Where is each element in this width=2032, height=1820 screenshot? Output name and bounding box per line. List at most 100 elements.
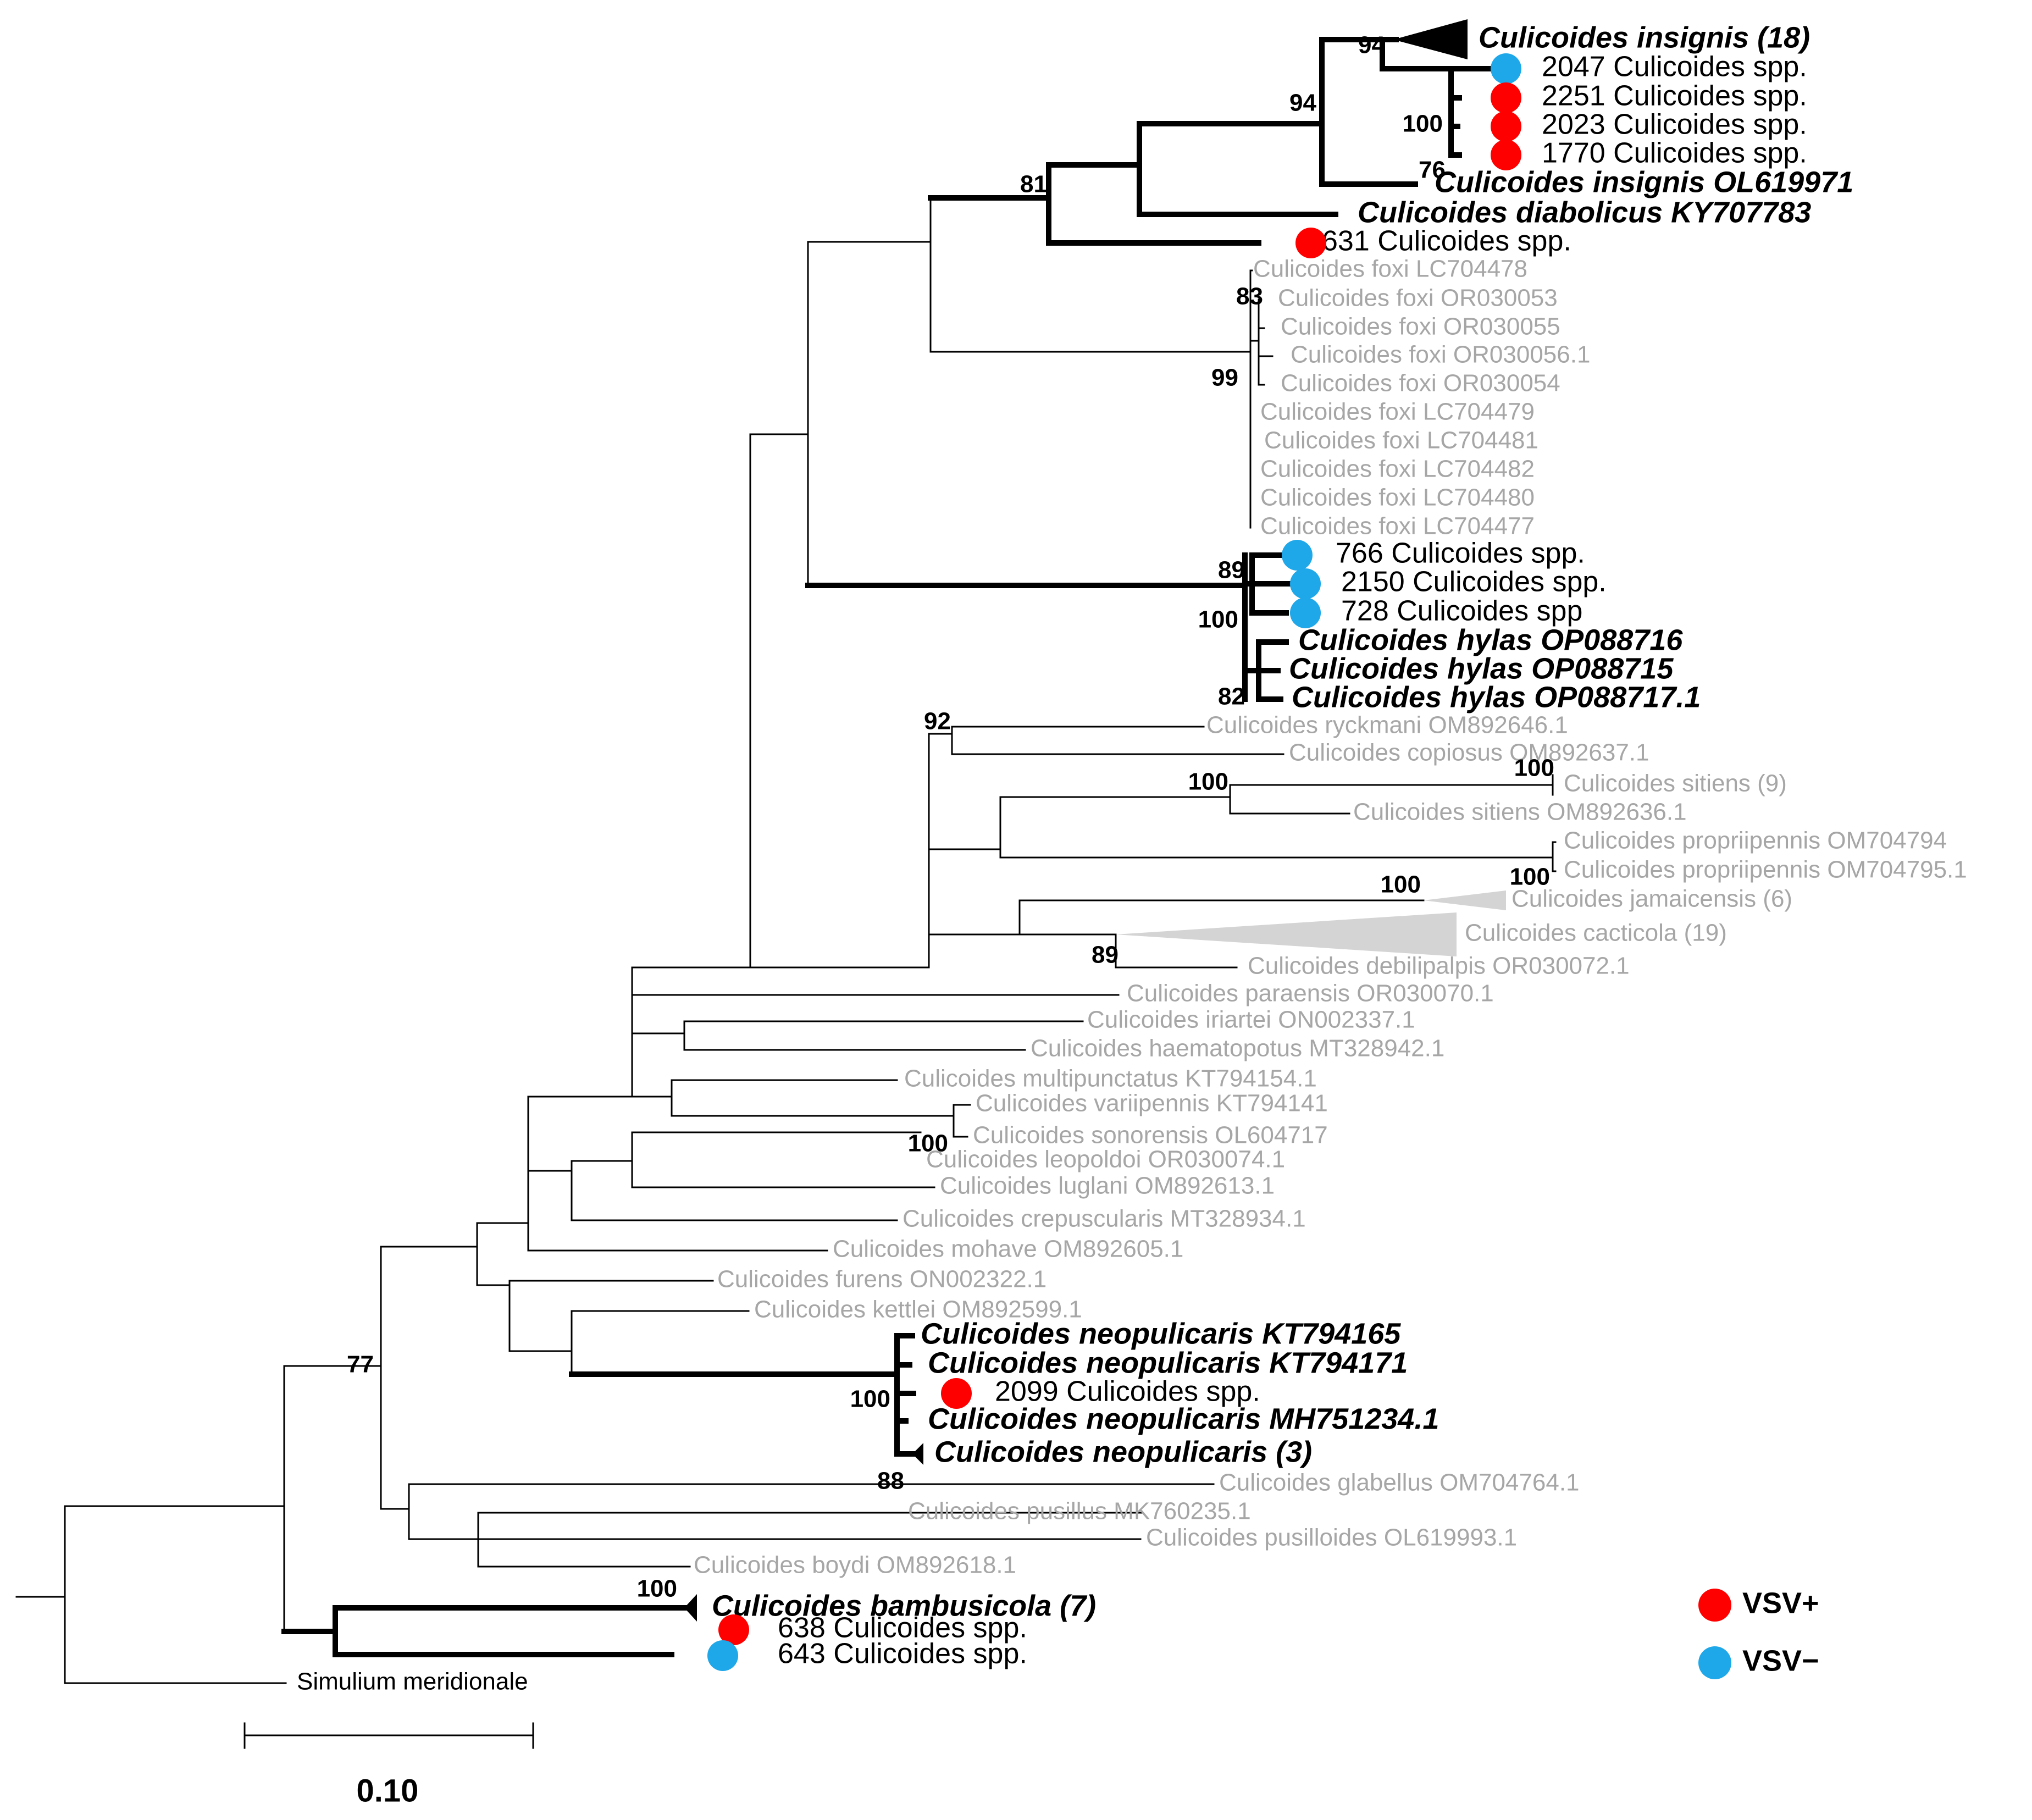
tip-label-foxi-478: Culicoides foxi LC704478 (1253, 256, 1527, 283)
vsv-negative-dot-s728 (1290, 598, 1321, 628)
tip-label-foxi-481: Culicoides foxi LC704481 (1264, 427, 1538, 454)
tip-label-neo-171: Culicoides neopulicaris KT794171 (928, 1346, 1408, 1379)
bootstrap-ryckmani-92: 92 (924, 708, 951, 735)
collapsed-clade-neopulicaris (912, 1443, 923, 1465)
vsv-status-dots (707, 53, 1521, 1671)
bootstrap-propr-100: 100 (1510, 864, 1550, 890)
tip-label-boydi: Culicoides boydi OM892618.1 (694, 1552, 1016, 1579)
tip-label-bambusicola: Culicoides bambusicola (7) (712, 1589, 1096, 1622)
vsv-positive-dot-s2251 (1491, 82, 1521, 113)
tip-label-simulium: Simulium meridionale (297, 1668, 528, 1695)
collapsed-clade-bambusicola (684, 1594, 697, 1622)
tip-label-kettlei: Culicoides kettlei OM892599.1 (754, 1296, 1082, 1323)
tip-label-multipunctatus: Culicoides multipunctatus KT794154.1 (904, 1065, 1317, 1092)
bootstrap-sitiens-100a: 100 (1188, 768, 1228, 795)
tip-label-foxi-056: Culicoides foxi OR030056.1 (1291, 341, 1590, 368)
legend-positive-label: VSV+ (1742, 1586, 1819, 1619)
tip-label-haematopotus: Culicoides haematopotus MT328942.1 (1031, 1035, 1444, 1062)
tip-label-s638: 638 Culicoides spp. (778, 1612, 1027, 1644)
legend-negative-dot (1698, 1646, 1731, 1679)
bootstrap-glabellus-88: 88 (877, 1468, 904, 1495)
tip-label-s2047: 2047 Culicoides spp. (1542, 51, 1807, 83)
bootstrap-values: 94 94 100 76 81 83 99 89 100 82 92 100 100 100 100 89 10… (347, 32, 1554, 1602)
vsv-positive-dot-s631 (1295, 228, 1326, 258)
tip-label-luglani: Culicoides luglani OM892613.1 (940, 1172, 1275, 1199)
bootstrap-cacticola-89: 89 (1092, 942, 1119, 969)
tip-label-foxi-480: Culicoides foxi LC704480 (1260, 484, 1535, 511)
tip-label-sitiens-clade: Culicoides sitiens (9) (1564, 770, 1787, 797)
bootstrap-hylas-82: 82 (1218, 683, 1245, 710)
tip-label-neo-clade: Culicoides neopulicaris (3) (934, 1435, 1312, 1468)
vsv-negative-dot-s2150 (1290, 568, 1321, 599)
collapsed-clade-jamaicensis (1424, 890, 1506, 910)
tip-label-s631: 631 Culicoides spp. (1322, 225, 1571, 257)
bootstrap-bambusicola-100: 100 (637, 1575, 677, 1602)
vsv-positive-dot-s1770 (1491, 140, 1521, 170)
collapsed-clade-cacticola (1116, 912, 1457, 956)
tip-label-sitiens-636: Culicoides sitiens OM892636.1 (1353, 799, 1687, 826)
tip-label-paraensis: Culicoides paraensis OR030070.1 (1127, 980, 1494, 1007)
bootstrap-sonorensis-100: 100 (908, 1130, 948, 1157)
tip-label-propr-794: Culicoides propriipennis OM704794 (1564, 827, 1947, 854)
tip-label-neo-mh: Culicoides neopulicaris MH751234.1 (928, 1402, 1439, 1435)
scale-bar-line (243, 1722, 534, 1749)
tip-label-crepuscularis: Culicoides crepuscularis MT328934.1 (903, 1205, 1306, 1232)
tip-label-insignis-clade: Culicoides insignis (18) (1479, 21, 1810, 54)
collapsed-clade-insignis (1393, 19, 1468, 59)
tip-label-furens: Culicoides furens ON002322.1 (717, 1266, 1047, 1293)
tip-label-hylas-715: Culicoides hylas OP088715 (1289, 652, 1674, 685)
tip-label-jamaicensis: Culicoides jamaicensis (6) (1511, 886, 1792, 912)
tip-label-diabolicus: Culicoides diabolicus KY707783 (1358, 196, 1811, 229)
tip-labels: Culicoides insignis (18)2047 Culicoides … (297, 21, 1967, 1695)
tip-label-foxi-055: Culicoides foxi OR030055 (1281, 313, 1560, 340)
tip-label-sonorensis: Culicoides sonorensis OL604717 (973, 1122, 1328, 1149)
tip-label-foxi-477: Culicoides foxi LC704477 (1260, 513, 1535, 540)
tip-label-iriartei: Culicoides iriartei ON002337.1 (1087, 1006, 1415, 1033)
scale-bar-label: 0.10 (357, 1773, 419, 1808)
tip-label-s728: 728 Culicoides spp (1341, 595, 1582, 627)
tip-label-ryckmani: Culicoides ryckmani OM892646.1 (1206, 712, 1568, 739)
bootstrap-hylas-100: 100 (1198, 606, 1238, 633)
bootstrap-insignis-top: 94 (1358, 32, 1385, 59)
tip-label-neo-165: Culicoides neopulicaris KT794165 (921, 1317, 1401, 1350)
bootstrap-hylas-89: 89 (1218, 557, 1245, 584)
tip-label-cacticola: Culicoides cacticola (19) (1465, 920, 1727, 947)
legend: VSV+ VSV− (1698, 1586, 1819, 1679)
tip-label-debilipalpis: Culicoides debilipalpis OR030072.1 (1248, 953, 1630, 980)
bootstrap-jamaicensis-100: 100 (1381, 871, 1421, 898)
legend-negative-label: VSV− (1742, 1644, 1819, 1677)
bootstrap-insignis-mid: 94 (1289, 90, 1316, 117)
bootstrap-node-77: 77 (347, 1351, 374, 1378)
tip-label-pusilloides: Culicoides pusilloides OL619993.1 (1146, 1524, 1517, 1551)
tip-label-leopoldoi: Culicoides leopoldoi OR030074.1 (926, 1146, 1285, 1173)
vsv-positive-dot-s2023 (1491, 111, 1521, 142)
bootstrap-spp-100: 100 (1403, 110, 1443, 137)
tip-label-s766: 766 Culicoides spp. (1336, 538, 1585, 569)
tip-label-s2251: 2251 Culicoides spp. (1542, 80, 1807, 112)
bootstrap-sitiens-100b: 100 (1514, 755, 1554, 782)
tip-label-propr-795: Culicoides propriipennis OM704795.1 (1564, 856, 1967, 883)
legend-positive-dot (1698, 1589, 1731, 1622)
bootstrap-neo-100: 100 (850, 1386, 890, 1413)
tip-label-foxi-053: Culicoides foxi OR030053 (1278, 285, 1558, 312)
tip-label-s1770: 1770 Culicoides spp. (1542, 137, 1807, 169)
tip-label-s2023: 2023 Culicoides spp. (1542, 109, 1807, 141)
vsv-positive-dot-s638 (718, 1614, 749, 1645)
tip-label-hylas-716: Culicoides hylas OP088716 (1298, 623, 1683, 656)
vsv-negative-dot-s643 (707, 1640, 738, 1671)
bootstrap-foxi-83: 83 (1236, 283, 1263, 310)
vsv-positive-dot-s2099 (941, 1378, 972, 1409)
tip-label-variipennis: Culicoides variipennis KT794141 (976, 1090, 1328, 1117)
scale-bar: 0.10 (243, 1722, 534, 1808)
tip-label-copiosus: Culicoides copiosus OM892637.1 (1289, 739, 1649, 766)
tip-label-s2150: 2150 Culicoides spp. (1341, 566, 1607, 598)
bootstrap-insignis-76: 76 (1419, 157, 1446, 184)
bootstrap-root-81: 81 (1020, 171, 1047, 198)
tip-label-pusillus: Culicoides pusillus MK760235.1 (908, 1498, 1251, 1525)
tip-label-hylas-717: Culicoides hylas OP088717.1 (1292, 681, 1701, 713)
tip-label-s643: 643 Culicoides spp. (778, 1638, 1027, 1670)
tip-label-s2099: 2099 Culicoides spp. (995, 1376, 1260, 1408)
vsv-negative-dot-s766 (1282, 540, 1313, 571)
tree-branches (15, 19, 1557, 1684)
